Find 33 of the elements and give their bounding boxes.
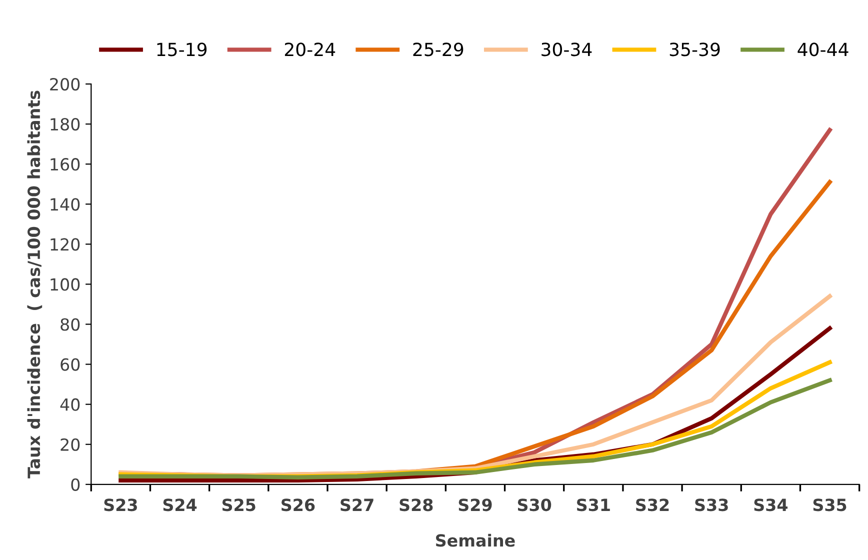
x-axis-title: Semaine (436, 534, 515, 547)
x-tick-label: S27 (340, 498, 374, 512)
x-tick-label: S31 (577, 498, 610, 512)
legend-label: 15-19 (157, 42, 207, 56)
y-axis-title: Taux d'incidence ( cas/100 000 habitants (27, 90, 42, 478)
y-tick-label: 200 (50, 78, 80, 91)
x-tick-label: S30 (518, 498, 552, 512)
y-tick-label: 120 (50, 238, 80, 251)
y-tick-label: 80 (60, 318, 80, 331)
y-tick-label: 140 (50, 198, 80, 211)
x-tick-label: S24 (163, 498, 197, 512)
y-tick-label: 160 (50, 158, 80, 171)
y-tick-label: 0 (71, 478, 80, 491)
y-tick-label: 20 (60, 438, 80, 451)
legend-label: 40-44 (798, 42, 848, 56)
y-tick-label: 180 (50, 118, 80, 131)
x-tick-label: S34 (754, 498, 788, 512)
x-tick-label: S23 (104, 498, 137, 512)
x-tick-label: S28 (400, 498, 433, 512)
legend-label: 30-34 (542, 42, 592, 56)
y-tick-label: 100 (50, 278, 80, 291)
legend-label: 35-39 (670, 42, 720, 56)
legend-label: 25-29 (413, 42, 464, 56)
x-tick-label: S35 (813, 498, 846, 512)
x-tick-label: S26 (282, 498, 315, 512)
x-tick-label: S25 (222, 498, 256, 512)
y-tick-label: 40 (60, 398, 80, 411)
x-tick-label: S33 (695, 498, 728, 512)
x-tick-label: S32 (636, 498, 669, 512)
legend-label: 20-24 (284, 42, 336, 56)
y-tick-label: 60 (60, 358, 80, 371)
x-tick-label: S29 (458, 498, 492, 512)
line-series (118, 378, 832, 480)
